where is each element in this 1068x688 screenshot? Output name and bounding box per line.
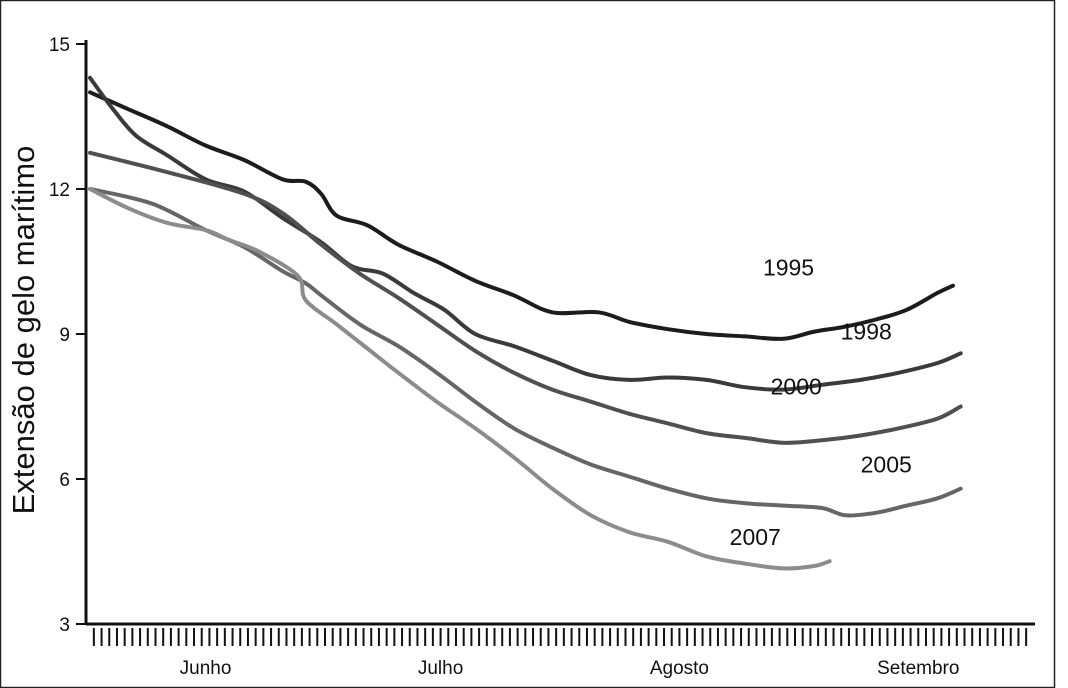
y-tick-label: 9 <box>59 325 70 346</box>
series-line-2000 <box>88 150 963 445</box>
series-label-1998: 1998 <box>841 318 892 344</box>
x-ticks <box>92 628 1028 646</box>
month-label: Julho <box>418 658 463 679</box>
y-axis-label: Extensão de gelo marítimo <box>6 146 41 515</box>
y-tick-label: 12 <box>49 180 70 201</box>
series-line-1998 <box>88 75 963 392</box>
y-tick-label: 15 <box>49 35 70 56</box>
series-line-1995 <box>88 90 955 341</box>
month-label: Setembro <box>877 658 959 679</box>
series-label-1995: 1995 <box>763 255 814 281</box>
y-tick-label: 3 <box>59 615 70 636</box>
series-label-2007: 2007 <box>730 524 781 550</box>
y-ticks: 3 6 9 12 15 <box>49 35 86 636</box>
series-line-2005 <box>88 187 963 518</box>
series-lines <box>88 75 963 571</box>
series-line-2007 <box>88 187 832 571</box>
y-tick-label: 6 <box>59 470 70 491</box>
series-label-2000: 2000 <box>771 374 822 400</box>
month-label: Junho <box>180 658 232 679</box>
series-label-2005: 2005 <box>861 452 912 478</box>
month-label: Agosto <box>650 658 709 679</box>
month-labels: Junho Julho Agosto Setembro <box>180 658 960 679</box>
series-labels: 1995 1998 2000 2005 2007 <box>730 255 912 551</box>
